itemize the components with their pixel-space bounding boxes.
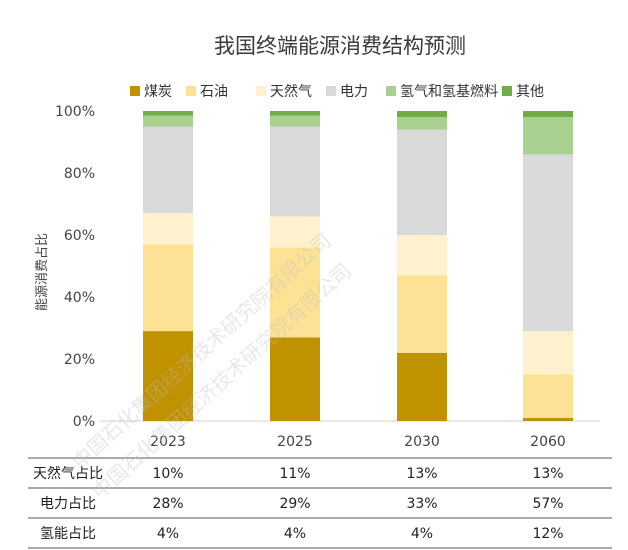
table-cell: 33%	[406, 496, 437, 512]
bar-segment	[270, 115, 320, 127]
table-cell: 4%	[284, 526, 306, 542]
bar-segment	[270, 247, 320, 338]
y-axis-label: 能源消费占比	[35, 233, 50, 311]
chart-title: 我国终端能源消费结构预测	[214, 34, 466, 58]
table-cell: 4%	[411, 526, 433, 542]
bar-segment	[143, 111, 193, 116]
legend: 煤炭 石油 天然气 电力 氢气和氢基燃料 其他	[130, 83, 544, 100]
y-tick-label: 40%	[64, 290, 95, 306]
y-tick-label: 80%	[64, 166, 95, 182]
x-axis-ticks: 2023 2025 2030 2060	[150, 434, 566, 450]
legend-swatch	[186, 86, 196, 96]
table-cell: 12%	[532, 526, 563, 542]
y-tick-label: 0%	[73, 414, 95, 430]
table-cell: 13%	[532, 466, 563, 482]
bar-segment	[523, 374, 573, 418]
bar-segment	[397, 111, 447, 118]
legend-label: 煤炭	[144, 84, 172, 100]
table-cell: 13%	[406, 466, 437, 482]
bar-segment	[143, 115, 193, 127]
bar-segment	[397, 352, 447, 421]
bar-segment	[270, 337, 320, 421]
bar-segment	[523, 117, 573, 155]
y-tick-label: 60%	[64, 228, 95, 244]
table-row-label: 电力占比	[40, 496, 96, 512]
legend-label: 电力	[340, 84, 368, 100]
legend-swatch	[256, 86, 266, 96]
y-axis-ticks: 0% 20% 40% 60% 80% 100%	[55, 104, 95, 430]
x-tick-label: 2023	[150, 434, 186, 450]
bar-segment	[397, 235, 447, 276]
bar-segment	[270, 126, 320, 217]
x-tick-label: 2030	[404, 434, 440, 450]
legend-swatch	[326, 86, 336, 96]
legend-label: 其他	[516, 84, 544, 100]
bar-segment	[397, 275, 447, 353]
legend-label: 石油	[200, 84, 228, 100]
bar-segment	[143, 244, 193, 332]
bar-segment	[270, 111, 320, 116]
data-table: 天然气占比 10% 11% 13% 13% 电力占比 28% 29% 33% 57% 氢能占比 4% 4…	[28, 457, 612, 549]
legend-swatch	[502, 86, 512, 96]
bar-segment	[523, 154, 573, 332]
bar-segment	[270, 216, 320, 248]
table-row-label: 氢能占比	[40, 526, 96, 542]
table-cell: 28%	[152, 496, 183, 512]
bar-segment	[523, 111, 573, 118]
table-row-label: 天然气占比	[33, 465, 103, 482]
x-tick-label: 2025	[277, 434, 313, 450]
bar-segment	[523, 417, 573, 421]
bar-segment	[143, 331, 193, 421]
table-cell: 11%	[279, 466, 310, 482]
table-cell: 57%	[532, 496, 563, 512]
legend-label: 氢气和氢基燃料	[400, 83, 498, 100]
table-cell: 29%	[279, 496, 310, 512]
y-tick-label: 100%	[55, 104, 95, 120]
bar-segment	[397, 117, 447, 130]
legend-label: 天然气	[270, 83, 312, 100]
bar-segment	[397, 129, 447, 235]
table-cell: 10%	[152, 466, 183, 482]
bar-segment	[523, 331, 573, 375]
legend-swatch	[386, 86, 396, 96]
table-cell: 4%	[157, 526, 179, 542]
legend-swatch	[130, 86, 140, 96]
bar-segment	[143, 213, 193, 245]
y-tick-label: 20%	[64, 352, 95, 368]
bar-segment	[143, 126, 193, 214]
x-tick-label: 2060	[530, 434, 566, 450]
bars	[143, 111, 573, 421]
